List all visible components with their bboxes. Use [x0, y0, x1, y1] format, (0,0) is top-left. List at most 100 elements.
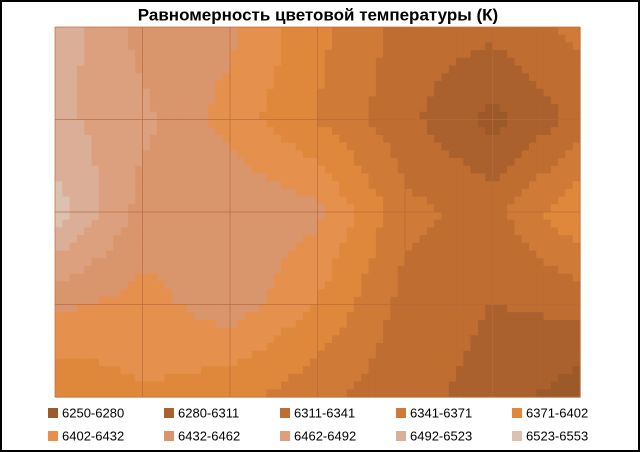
contour-patch	[55, 296, 63, 306]
contour-patch	[76, 88, 85, 97]
contour-patch	[113, 96, 122, 105]
contour-patch	[412, 373, 421, 383]
contour-patch	[288, 343, 297, 352]
contour-patch	[521, 142, 530, 151]
contour-patch	[193, 196, 202, 205]
contour-patch	[543, 258, 552, 267]
contour-patch	[463, 312, 472, 321]
contour-patch	[434, 304, 443, 313]
contour-patch	[492, 227, 501, 236]
contour-patch	[375, 343, 384, 352]
contour-patch	[251, 242, 260, 252]
contour-patch	[120, 381, 129, 390]
contour-patch	[237, 219, 246, 229]
contour-patch	[200, 343, 209, 352]
contour-patch	[397, 265, 406, 275]
contour-patch	[193, 373, 202, 383]
contour-patch	[266, 165, 275, 175]
contour-patch	[514, 150, 523, 159]
contour-patch	[558, 343, 567, 352]
contour-patch	[142, 88, 151, 97]
contour-patch	[346, 73, 355, 82]
contour-patch	[149, 366, 158, 375]
contour-patch	[164, 134, 173, 144]
contour-patch	[106, 42, 114, 51]
contour-patch	[251, 381, 260, 390]
contour-patch	[499, 88, 508, 97]
contour-patch	[222, 289, 231, 298]
contour-patch	[310, 296, 319, 306]
contour-patch	[91, 289, 100, 298]
contour-patch	[281, 158, 289, 167]
contour-patch	[397, 73, 406, 82]
contour-patch	[273, 181, 282, 190]
contour-patch	[178, 350, 187, 360]
contour-patch	[426, 242, 435, 252]
contour-patch	[164, 273, 173, 282]
contour-patch	[375, 181, 384, 190]
contour-patch	[477, 319, 486, 329]
contour-patch	[178, 111, 187, 121]
contour-patch	[448, 96, 457, 105]
contour-patch	[69, 227, 78, 236]
contour-patch	[368, 350, 377, 360]
contour-patch	[302, 373, 311, 383]
contour-patch	[470, 235, 479, 244]
contour-patch	[288, 150, 297, 159]
contour-patch	[361, 88, 370, 97]
contour-patch	[558, 265, 567, 275]
contour-patch	[98, 142, 107, 151]
contour-patch	[135, 204, 144, 213]
contour-patch	[434, 73, 443, 82]
contour-patch	[346, 235, 355, 244]
contour-patch	[106, 204, 114, 213]
contour-patch	[84, 265, 93, 275]
contour-patch	[528, 127, 537, 136]
contour-patch	[550, 80, 559, 90]
contour-patch	[565, 96, 574, 105]
contour-patch	[550, 173, 559, 182]
contour-patch	[135, 158, 144, 167]
contour-patch	[251, 350, 260, 360]
contour-patch	[390, 158, 399, 167]
contour-patch	[266, 212, 275, 221]
contour-patch	[324, 142, 333, 151]
contour-patch	[62, 335, 71, 344]
contour-patch	[62, 181, 71, 190]
contour-patch	[572, 204, 581, 213]
contour-patch	[157, 80, 165, 90]
contour-patch	[266, 204, 275, 213]
contour-patch	[230, 227, 238, 236]
contour-patch	[259, 319, 268, 329]
contour-patch	[149, 273, 158, 282]
contour-patch	[76, 312, 85, 321]
contour-patch	[339, 296, 348, 306]
contour-patch	[84, 343, 93, 352]
contour-patch	[200, 158, 209, 167]
contour-patch	[419, 219, 428, 229]
contour-patch	[339, 381, 348, 390]
contour-patch	[492, 389, 501, 398]
contour-patch	[91, 273, 100, 282]
contour-patch	[259, 296, 268, 306]
contour-patch	[62, 250, 71, 259]
contour-patch	[324, 188, 333, 198]
contour-patch	[120, 96, 129, 105]
contour-patch	[259, 381, 268, 390]
contour-patch	[171, 27, 180, 36]
contour-patch	[477, 366, 486, 375]
contour-patch	[98, 273, 107, 282]
contour-patch	[178, 227, 187, 236]
contour-patch	[186, 273, 195, 282]
contour-patch	[222, 281, 231, 290]
contour-patch	[251, 265, 260, 275]
contour-patch	[69, 212, 78, 221]
contour-patch	[346, 242, 355, 252]
contour-patch	[149, 57, 158, 67]
contour-patch	[543, 358, 552, 367]
contour-patch	[106, 188, 114, 198]
contour-patch	[273, 127, 282, 136]
contour-patch	[142, 42, 151, 51]
contour-patch	[558, 142, 567, 151]
contour-patch	[477, 150, 486, 159]
